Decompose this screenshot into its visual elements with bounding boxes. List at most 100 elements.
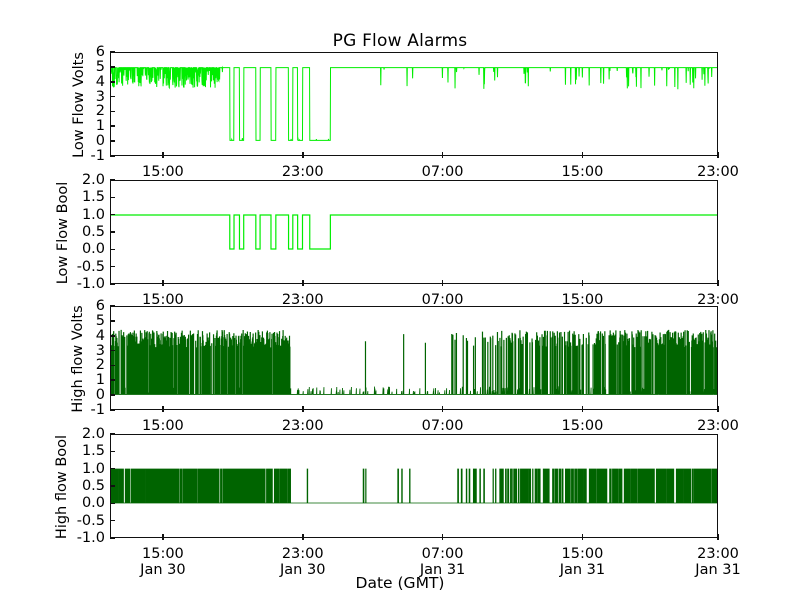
xlabel: Date (GMT) bbox=[355, 574, 445, 592]
ytick-label: 2.0 bbox=[81, 172, 105, 188]
xtick-label: 15:00 bbox=[142, 418, 184, 434]
series-low-flow-bool bbox=[111, 215, 717, 249]
xtick-time: 15:00 bbox=[141, 418, 184, 434]
ytick-mark bbox=[110, 110, 115, 113]
ytick-label: 3 bbox=[95, 88, 105, 105]
subplot-high-flow-volts bbox=[110, 306, 718, 410]
xtick-time: 15:00 bbox=[141, 292, 184, 308]
ytick-label: 4 bbox=[95, 327, 105, 344]
xtick-mark bbox=[162, 406, 164, 412]
ytick-label: -0.5 bbox=[76, 258, 105, 275]
xtick-time: 07:00 bbox=[421, 292, 464, 308]
ytick-mark bbox=[110, 196, 115, 199]
xtick-label: 07:00 bbox=[422, 292, 464, 308]
page-title: PG Flow Alarms bbox=[332, 31, 468, 51]
xtick-time: 15:00 bbox=[561, 418, 604, 434]
xtick-time: 23:00 bbox=[281, 292, 324, 308]
xtick-time: 07:00 bbox=[421, 546, 464, 562]
ytick-mark bbox=[110, 519, 115, 522]
xtick-mark bbox=[301, 534, 304, 540]
ytick-mark bbox=[110, 409, 115, 411]
xtick-label: 23:00 bbox=[697, 418, 739, 434]
xtick-mark bbox=[162, 280, 164, 286]
ytick-mark bbox=[110, 334, 115, 337]
ytick-label: 0.0 bbox=[81, 495, 105, 512]
xtick-time: 23:00 bbox=[697, 418, 739, 434]
ytick-label: 0.5 bbox=[81, 224, 105, 240]
xtick-mark bbox=[301, 406, 304, 412]
ytick-label: 1.0 bbox=[81, 460, 105, 477]
xtick-mark bbox=[441, 406, 444, 412]
plot-high-flow-volts bbox=[111, 307, 717, 409]
ytick-label: 2 bbox=[95, 103, 105, 120]
ytick-mark bbox=[110, 80, 115, 83]
xtick-label: 23:00 Jan 30 bbox=[280, 546, 325, 578]
xtick-mark bbox=[581, 280, 584, 286]
ytick-label: 1.5 bbox=[81, 189, 105, 206]
xtick-label: 23:00 Jan 31 bbox=[695, 546, 740, 578]
xtick-label: 15:00 Jan 31 bbox=[560, 546, 605, 578]
xtick-mark bbox=[581, 534, 584, 540]
xtick-time: 23:00 bbox=[281, 546, 324, 562]
subplot-high-flow-bool bbox=[110, 434, 718, 538]
xtick-time: 07:00 bbox=[421, 164, 464, 180]
xtick-label: 23:00 bbox=[282, 164, 324, 180]
ytick-label: -1.0 bbox=[76, 530, 105, 546]
ytick-mark bbox=[110, 467, 115, 470]
xtick-label: 23:00 bbox=[282, 292, 324, 308]
ytick-label: 1.5 bbox=[81, 443, 105, 460]
xtick-date: Jan 31 bbox=[695, 562, 741, 578]
xtick-label: 07:00 Jan 31 bbox=[420, 546, 465, 578]
xtick-label: 23:00 bbox=[697, 292, 739, 308]
yticks-low-flow-volts: -1 0 1 2 3 4 5 6 bbox=[60, 44, 115, 164]
xtick-time: 23:00 bbox=[697, 546, 739, 562]
ytick-label: 1 bbox=[95, 372, 105, 389]
ytick-label: 5 bbox=[95, 312, 105, 329]
ytick-mark bbox=[110, 125, 115, 128]
series-high-flow-volts bbox=[111, 330, 717, 394]
ytick-label: -1.0 bbox=[76, 276, 105, 292]
series-high-flow-bool bbox=[111, 469, 717, 503]
ytick-label: -1 bbox=[90, 148, 105, 164]
ytick-label: 0.0 bbox=[81, 241, 105, 258]
xtick-time: 15:00 bbox=[561, 546, 604, 562]
xtick-mark bbox=[162, 534, 164, 540]
ytick-label: 1 bbox=[95, 118, 105, 135]
xtick-mark bbox=[301, 280, 304, 286]
xtick-mark bbox=[717, 534, 719, 540]
xtick-date: Jan 31 bbox=[559, 562, 606, 578]
xtick-label: 07:00 bbox=[422, 418, 464, 434]
xtick-mark bbox=[441, 152, 444, 158]
xtick-label: 07:00 bbox=[422, 164, 464, 180]
xtick-mark bbox=[301, 152, 304, 158]
ytick-mark bbox=[110, 433, 115, 435]
plot-high-flow-bool bbox=[111, 435, 717, 537]
ytick-mark bbox=[110, 485, 115, 487]
xtick-label: 23:00 bbox=[282, 418, 324, 434]
ytick-mark bbox=[110, 140, 115, 142]
xtick-time: 15:00 bbox=[561, 164, 604, 180]
ytick-mark bbox=[110, 248, 115, 251]
ytick-mark bbox=[110, 265, 115, 268]
xtick-mark bbox=[581, 152, 584, 158]
xtick-date: Jan 30 bbox=[140, 562, 186, 578]
ytick-label: 0 bbox=[95, 387, 105, 404]
xtick-mark bbox=[441, 280, 444, 286]
xtick-time: 15:00 bbox=[141, 546, 184, 562]
xtick-mark bbox=[717, 280, 719, 286]
xtick-date: Jan 30 bbox=[280, 562, 326, 578]
ytick-label: 0 bbox=[95, 133, 105, 150]
ytick-label: 6 bbox=[95, 298, 105, 314]
xtick-time: 23:00 bbox=[281, 164, 324, 180]
plot-low-flow-volts bbox=[111, 53, 717, 155]
xtick-date: Jan 31 bbox=[419, 562, 466, 578]
xtick-time: 23:00 bbox=[697, 292, 739, 308]
ytick-mark bbox=[110, 213, 115, 216]
ytick-mark bbox=[110, 231, 115, 233]
ytick-mark bbox=[110, 51, 115, 53]
ytick-label: 1.0 bbox=[81, 206, 105, 223]
ytick-mark bbox=[110, 320, 115, 322]
xtick-label: 23:00 bbox=[697, 164, 739, 180]
ytick-mark bbox=[110, 349, 115, 352]
